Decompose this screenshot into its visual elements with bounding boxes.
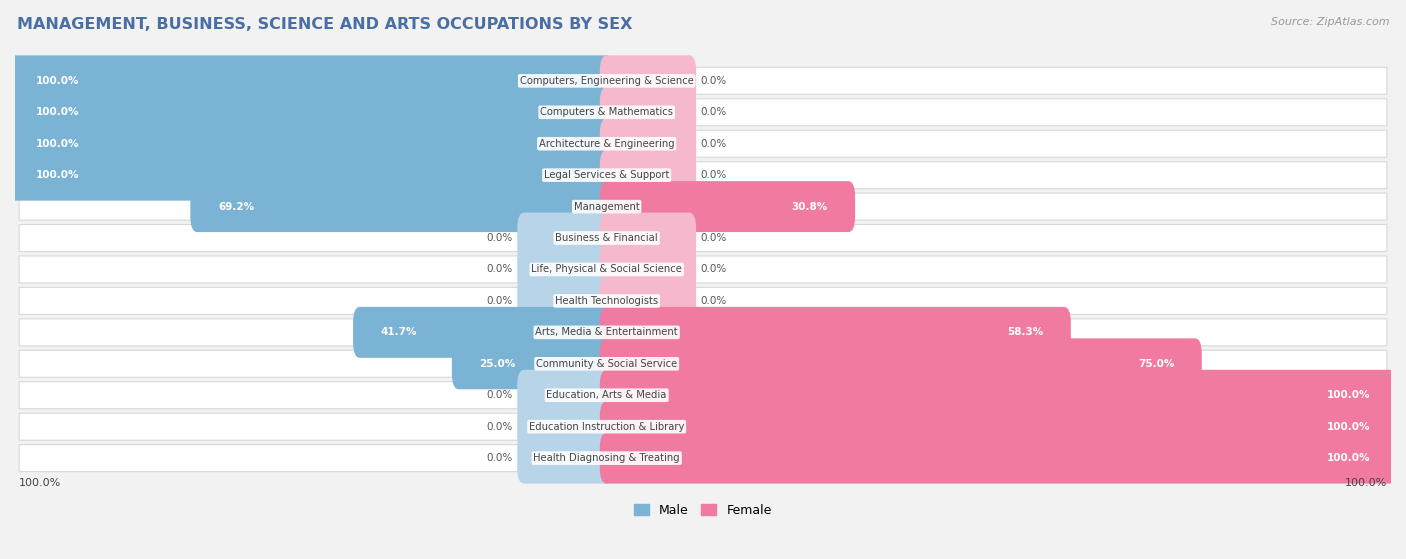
FancyBboxPatch shape [600,244,696,295]
Text: Health Diagnosing & Treating: Health Diagnosing & Treating [533,453,681,463]
FancyBboxPatch shape [20,99,1386,126]
FancyBboxPatch shape [20,130,1386,157]
Text: 100.0%: 100.0% [1327,421,1371,432]
FancyBboxPatch shape [20,193,1386,220]
FancyBboxPatch shape [20,382,1386,409]
Text: 25.0%: 25.0% [479,359,516,369]
FancyBboxPatch shape [8,55,613,106]
FancyBboxPatch shape [20,444,1386,472]
FancyBboxPatch shape [20,287,1386,315]
Text: 0.0%: 0.0% [700,76,727,86]
Text: 0.0%: 0.0% [486,453,513,463]
FancyBboxPatch shape [517,433,613,484]
Text: 0.0%: 0.0% [486,296,513,306]
Text: 100.0%: 100.0% [1327,390,1371,400]
Text: Arts, Media & Entertainment: Arts, Media & Entertainment [536,328,678,338]
Text: 100.0%: 100.0% [35,76,79,86]
FancyBboxPatch shape [600,433,1398,484]
FancyBboxPatch shape [20,319,1386,346]
Text: 100.0%: 100.0% [35,170,79,180]
Text: 0.0%: 0.0% [486,421,513,432]
FancyBboxPatch shape [600,212,696,263]
Text: Management: Management [574,202,640,212]
FancyBboxPatch shape [600,87,696,138]
FancyBboxPatch shape [20,67,1386,94]
FancyBboxPatch shape [600,119,696,169]
Text: Community & Social Service: Community & Social Service [536,359,678,369]
Text: 100.0%: 100.0% [1327,453,1371,463]
Text: 0.0%: 0.0% [700,139,727,149]
Text: Source: ZipAtlas.com: Source: ZipAtlas.com [1271,17,1389,27]
Text: MANAGEMENT, BUSINESS, SCIENCE AND ARTS OCCUPATIONS BY SEX: MANAGEMENT, BUSINESS, SCIENCE AND ARTS O… [17,17,633,32]
FancyBboxPatch shape [517,401,613,452]
Text: 41.7%: 41.7% [381,328,418,338]
FancyBboxPatch shape [353,307,613,358]
FancyBboxPatch shape [600,55,696,106]
Text: Architecture & Engineering: Architecture & Engineering [538,139,675,149]
FancyBboxPatch shape [20,162,1386,189]
Text: 58.3%: 58.3% [1007,328,1043,338]
Text: Computers, Engineering & Science: Computers, Engineering & Science [520,76,693,86]
Text: 100.0%: 100.0% [35,139,79,149]
FancyBboxPatch shape [517,212,613,263]
FancyBboxPatch shape [20,350,1386,377]
FancyBboxPatch shape [600,401,1398,452]
Text: 100.0%: 100.0% [35,107,79,117]
FancyBboxPatch shape [20,413,1386,440]
FancyBboxPatch shape [8,119,613,169]
FancyBboxPatch shape [20,256,1386,283]
Text: Computers & Mathematics: Computers & Mathematics [540,107,673,117]
Text: Health Technologists: Health Technologists [555,296,658,306]
Text: Education, Arts & Media: Education, Arts & Media [547,390,666,400]
FancyBboxPatch shape [600,307,1071,358]
Text: 0.0%: 0.0% [700,170,727,180]
FancyBboxPatch shape [600,276,696,326]
Text: 0.0%: 0.0% [700,107,727,117]
Text: 0.0%: 0.0% [700,296,727,306]
FancyBboxPatch shape [451,338,613,389]
Text: 100.0%: 100.0% [1344,477,1386,487]
Text: Legal Services & Support: Legal Services & Support [544,170,669,180]
Text: 30.8%: 30.8% [792,202,828,212]
Text: 100.0%: 100.0% [20,477,62,487]
Text: Education Instruction & Library: Education Instruction & Library [529,421,685,432]
Text: Life, Physical & Social Science: Life, Physical & Social Science [531,264,682,274]
Text: 69.2%: 69.2% [218,202,254,212]
FancyBboxPatch shape [517,370,613,421]
Text: 0.0%: 0.0% [486,264,513,274]
FancyBboxPatch shape [190,181,613,232]
Text: 0.0%: 0.0% [486,233,513,243]
FancyBboxPatch shape [600,338,1202,389]
FancyBboxPatch shape [600,370,1398,421]
Text: 0.0%: 0.0% [700,233,727,243]
FancyBboxPatch shape [20,225,1386,252]
FancyBboxPatch shape [600,150,696,201]
FancyBboxPatch shape [517,244,613,295]
Text: 0.0%: 0.0% [700,264,727,274]
Text: 75.0%: 75.0% [1137,359,1174,369]
Legend: Male, Female: Male, Female [630,499,776,522]
FancyBboxPatch shape [517,276,613,326]
FancyBboxPatch shape [600,181,855,232]
FancyBboxPatch shape [8,150,613,201]
Text: Business & Financial: Business & Financial [555,233,658,243]
FancyBboxPatch shape [8,87,613,138]
Text: 0.0%: 0.0% [486,390,513,400]
